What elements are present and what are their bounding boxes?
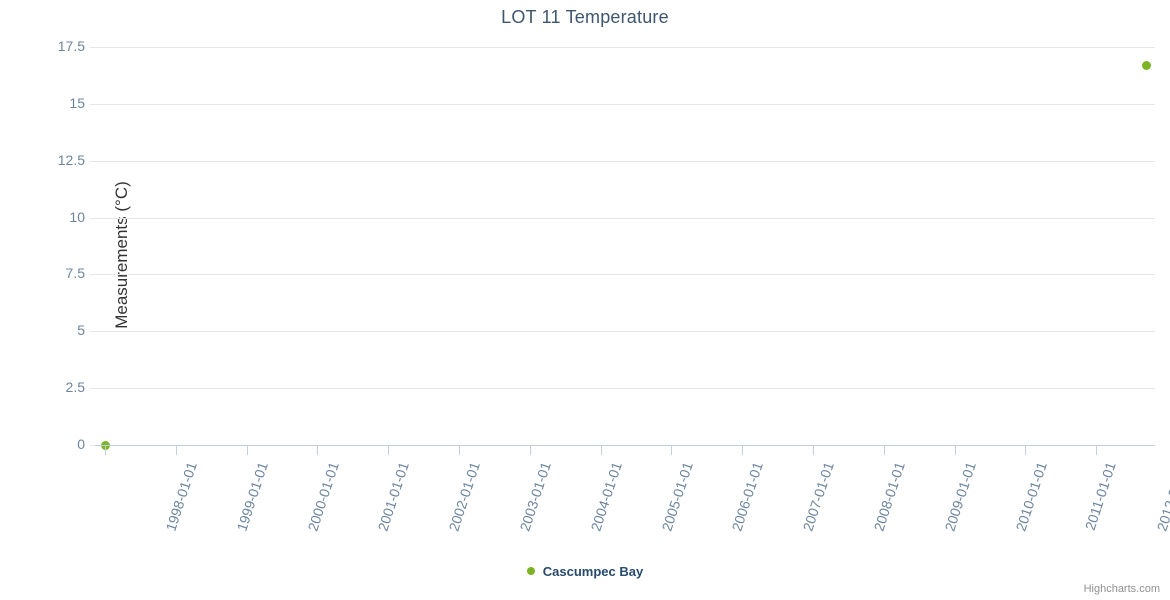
- y-axis-label: 10: [69, 208, 85, 225]
- y-gridline: [95, 274, 1155, 276]
- y-axis-tick: [90, 274, 95, 276]
- highcharts-credits[interactable]: Highcharts.com: [1083, 583, 1160, 595]
- chart-title: LOT 11 Temperature: [501, 7, 669, 27]
- x-axis-label: 2003-01-01: [516, 460, 554, 534]
- x-axis-tick: [671, 446, 673, 455]
- y-axis-label: 2.5: [65, 379, 85, 396]
- x-axis-label: 2009-01-01: [941, 460, 979, 534]
- x-axis-label: 2000-01-01: [304, 460, 342, 534]
- y-axis-label: 12.5: [57, 151, 85, 168]
- y-gridline: [95, 47, 1155, 48]
- x-axis-label: 2002-01-01: [445, 460, 484, 534]
- data-point[interactable]: [1141, 60, 1151, 70]
- plot-area: [95, 47, 1155, 450]
- x-axis-tick: [1025, 446, 1027, 455]
- x-axis-tick: [105, 446, 106, 455]
- y-axis-label: 5: [77, 322, 85, 339]
- y-axis-tick: [90, 47, 95, 48]
- x-axis-tick: [1096, 446, 1098, 455]
- y-gridline: [95, 217, 1155, 219]
- x-axis-tick: [459, 446, 460, 455]
- y-axis-tick: [90, 103, 95, 105]
- y-axis-tick: [90, 331, 95, 333]
- x-axis-tick: [742, 446, 744, 455]
- x-axis-label: 1999-01-01: [233, 460, 271, 534]
- y-axis-tick: [90, 217, 95, 219]
- y-axis-label: 7.5: [65, 265, 85, 282]
- x-axis-tick: [317, 446, 319, 455]
- y-axis-label: 17.5: [57, 38, 85, 54]
- x-axis-label: 2007-01-01: [799, 460, 838, 534]
- y-axis-tick: [90, 445, 95, 446]
- x-axis-label: 2008-01-01: [870, 460, 908, 534]
- legend-item[interactable]: Cascumpec Bay: [526, 563, 644, 580]
- x-axis-label: 2001-01-01: [374, 460, 413, 534]
- x-axis-tick: [813, 446, 814, 455]
- x-axis-label: 2010-01-01: [1012, 460, 1050, 534]
- x-axis-tick: [388, 446, 390, 455]
- chart-legend: Cascumpec Bay: [0, 563, 1170, 579]
- x-axis-tick: [246, 446, 248, 455]
- x-axis-tick: [175, 446, 177, 455]
- y-axis-label: 0: [77, 436, 85, 452]
- y-gridline: [95, 103, 1155, 105]
- y-gridline: [95, 331, 1155, 333]
- x-axis-label: 2004-01-01: [587, 460, 625, 534]
- x-axis-label: 2006-01-01: [728, 460, 767, 534]
- x-axis-label: 2011-01-01: [1082, 460, 1120, 533]
- y-axis-tick: [90, 160, 95, 162]
- x-axis-tick: [954, 446, 956, 455]
- x-axis-label: 2005-01-01: [658, 460, 696, 534]
- y-gridline: [95, 160, 1155, 162]
- y-gridline: [95, 388, 1155, 390]
- x-axis-tick: [600, 446, 602, 455]
- y-axis-label: 15: [69, 94, 85, 111]
- x-axis-label: 2012-01-01: [1153, 460, 1170, 534]
- x-axis-tick: [529, 446, 531, 455]
- legend-marker-icon: [526, 566, 535, 575]
- x-axis-label: 1998-01-01: [162, 460, 200, 534]
- x-axis-tick: [883, 446, 885, 455]
- legend-label: Cascumpec Bay: [542, 564, 644, 580]
- y-axis-tick: [90, 388, 95, 390]
- x-axis-line: [95, 445, 1155, 446]
- y-axis-labels: 0 2.5 5 7.5 10 12.5 15 17.5: [0, 0, 85, 600]
